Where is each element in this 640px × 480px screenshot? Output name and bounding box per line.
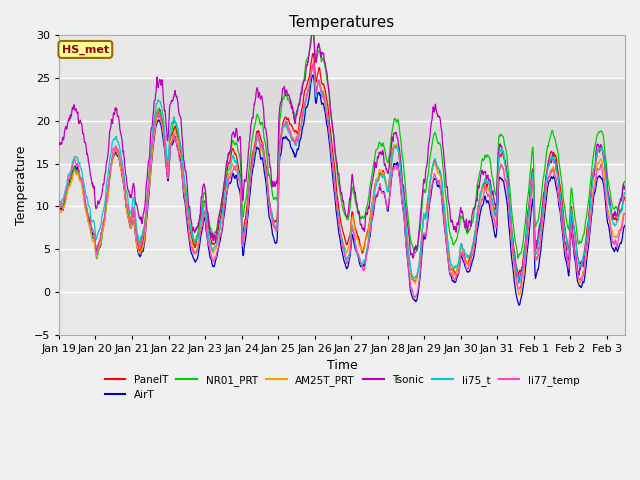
Line: AM25T_PRT: AM25T_PRT — [59, 64, 625, 295]
AM25T_PRT — [309, 61, 317, 67]
Tsonic — [308, 26, 316, 32]
li77_temp — [295, 130, 303, 136]
Line: li75_t: li75_t — [59, 64, 625, 283]
NR01_PRT — [99, 224, 107, 229]
Line: PanelT: PanelT — [59, 53, 625, 282]
NR01_PRT — [55, 201, 63, 207]
AM25T_PRT — [99, 227, 107, 232]
NR01_PRT — [93, 256, 100, 262]
AirT — [317, 99, 325, 105]
Line: Tsonic: Tsonic — [59, 29, 625, 283]
li77_temp — [122, 195, 130, 201]
Legend: PanelT, AirT, NR01_PRT, AM25T_PRT, Tsonic, li75_t, li77_temp: PanelT, AirT, NR01_PRT, AM25T_PRT, Tsoni… — [100, 371, 584, 404]
Tsonic — [515, 280, 523, 286]
li77_temp — [621, 211, 629, 216]
PanelT — [307, 60, 315, 66]
PanelT — [309, 50, 317, 56]
NR01_PRT — [318, 58, 326, 63]
Bar — [59, 78, 625, 164]
PanelT — [317, 79, 325, 84]
NR01_PRT — [307, 34, 315, 40]
Line: NR01_PRT: NR01_PRT — [59, 30, 625, 259]
Tsonic — [295, 101, 303, 107]
PanelT — [55, 201, 63, 207]
Line: li77_temp: li77_temp — [59, 61, 625, 298]
X-axis label: Time: Time — [326, 359, 357, 372]
AirT — [309, 72, 317, 78]
AirT — [621, 223, 629, 228]
Line: AirT: AirT — [59, 75, 625, 305]
li75_t — [317, 90, 325, 96]
li75_t — [295, 132, 303, 138]
AM25T_PRT — [317, 88, 325, 94]
AM25T_PRT — [295, 127, 303, 133]
PanelT — [295, 120, 303, 126]
Text: HS_met: HS_met — [62, 44, 109, 55]
AirT — [55, 206, 63, 212]
li75_t — [122, 188, 130, 193]
Tsonic — [621, 184, 629, 190]
li77_temp — [378, 189, 385, 194]
NR01_PRT — [309, 27, 317, 33]
PanelT — [122, 202, 130, 207]
li75_t — [309, 61, 317, 67]
AM25T_PRT — [621, 212, 629, 217]
li75_t — [378, 172, 385, 178]
NR01_PRT — [378, 142, 386, 148]
NR01_PRT — [122, 201, 130, 206]
Tsonic — [99, 185, 107, 191]
Tsonic — [317, 54, 325, 60]
Tsonic — [378, 151, 385, 156]
Title: Temperatures: Temperatures — [289, 15, 395, 30]
PanelT — [99, 228, 107, 233]
AM25T_PRT — [55, 207, 63, 213]
li77_temp — [310, 59, 317, 64]
li75_t — [621, 191, 629, 197]
AM25T_PRT — [307, 72, 315, 78]
Tsonic — [55, 142, 63, 148]
AirT — [515, 302, 523, 308]
AirT — [122, 201, 130, 206]
li77_temp — [99, 220, 107, 226]
li77_temp — [317, 90, 325, 96]
PanelT — [378, 172, 385, 178]
Tsonic — [307, 40, 315, 46]
AirT — [307, 80, 315, 86]
li75_t — [307, 73, 315, 79]
li77_temp — [410, 295, 418, 300]
Y-axis label: Temperature: Temperature — [15, 145, 28, 225]
AirT — [99, 224, 107, 229]
AM25T_PRT — [515, 292, 523, 298]
AirT — [378, 188, 385, 194]
AM25T_PRT — [122, 201, 130, 206]
Tsonic — [122, 172, 130, 178]
li75_t — [516, 280, 524, 286]
li75_t — [99, 209, 107, 215]
NR01_PRT — [296, 101, 303, 107]
Bar — [59, 164, 625, 249]
li75_t — [55, 197, 63, 203]
PanelT — [411, 279, 419, 285]
PanelT — [621, 194, 629, 200]
li77_temp — [55, 199, 63, 204]
AM25T_PRT — [378, 171, 385, 177]
NR01_PRT — [621, 179, 629, 184]
li77_temp — [307, 72, 315, 78]
AirT — [295, 142, 303, 148]
